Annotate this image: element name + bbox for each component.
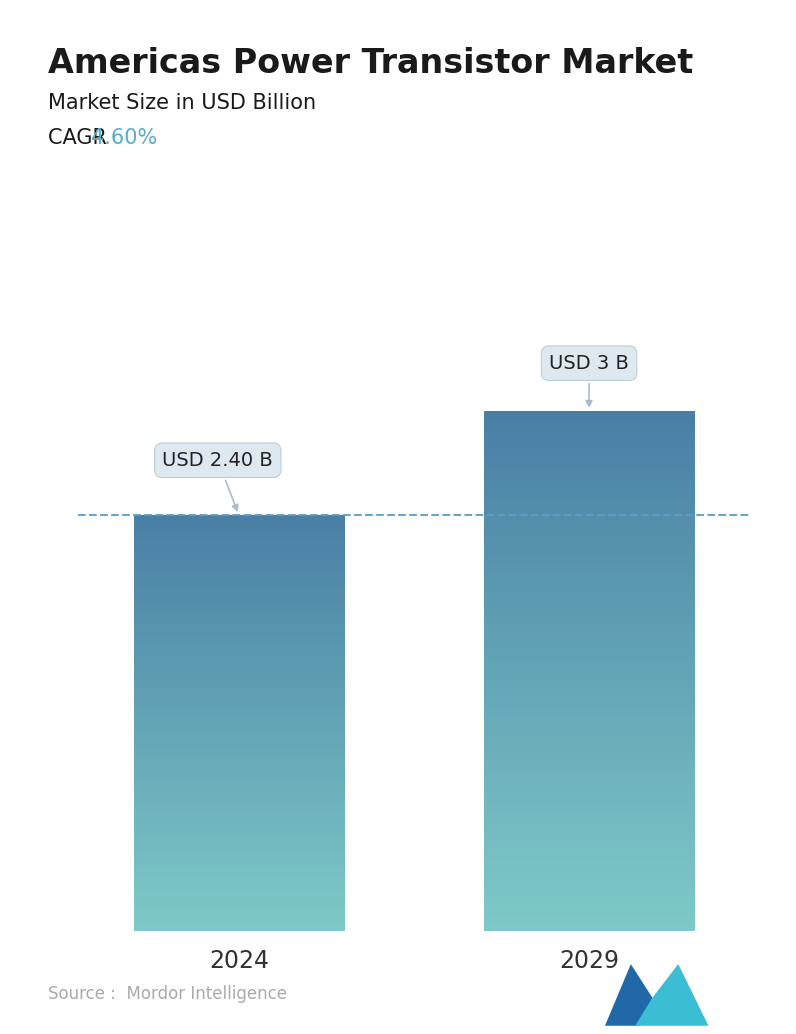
Text: CAGR: CAGR (48, 128, 113, 148)
Polygon shape (605, 964, 653, 1026)
Text: 4.60%: 4.60% (91, 128, 157, 148)
Polygon shape (635, 964, 708, 1026)
Text: Market Size in USD Billion: Market Size in USD Billion (48, 93, 316, 113)
Text: Americas Power Transistor Market: Americas Power Transistor Market (48, 47, 693, 80)
Text: Source :  Mordor Intelligence: Source : Mordor Intelligence (48, 985, 287, 1003)
Text: USD 2.40 B: USD 2.40 B (162, 451, 273, 511)
Text: USD 3 B: USD 3 B (549, 354, 629, 406)
